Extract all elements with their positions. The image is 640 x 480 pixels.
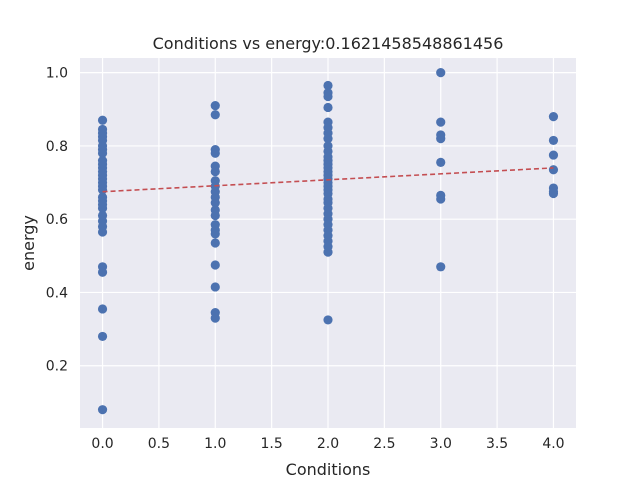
x-tick-label: 2.5: [373, 436, 395, 452]
data-point: [210, 166, 220, 177]
y-tick-label: 0.2: [46, 359, 68, 375]
data-point: [210, 148, 220, 158]
data-point: [436, 68, 446, 78]
y-tick-labels: 0.2 0.4 0.6 0.8 1.0: [46, 66, 68, 375]
data-point: [210, 260, 220, 270]
data-point: [323, 315, 333, 325]
x-tick-label: 0.0: [91, 436, 113, 452]
x-tick-label: 3.5: [486, 436, 508, 452]
y-axis-label: energy: [19, 215, 38, 271]
y-tick-label: 0.8: [46, 139, 68, 155]
x-tick-label: 1.0: [204, 436, 226, 452]
data-point: [210, 110, 220, 120]
data-point: [548, 165, 559, 175]
data-point: [210, 198, 220, 208]
data-point: [97, 148, 108, 158]
data-point: [97, 405, 108, 415]
data-point: [436, 157, 446, 168]
data-point: [548, 150, 559, 160]
data-point: [97, 203, 108, 213]
data-point: [436, 262, 446, 272]
data-point: [210, 238, 220, 248]
x-tick-label: 4.0: [542, 436, 564, 452]
data-point: [323, 91, 333, 102]
data-point: [210, 313, 220, 323]
data-points: [97, 68, 559, 415]
data-point: [97, 227, 108, 237]
data-point: [97, 115, 108, 125]
data-point: [210, 101, 220, 111]
x-tick-labels: 0.0 0.5 1.0 1.5 2.0 2.5 3.0 3.5 4.0: [91, 436, 564, 452]
data-point: [210, 210, 220, 221]
x-tick-label: 1.5: [261, 436, 283, 452]
data-point: [97, 331, 108, 342]
y-tick-label: 0.4: [46, 285, 68, 301]
data-point: [97, 267, 108, 277]
x-tick-label: 2.0: [317, 436, 339, 452]
data-point: [323, 247, 333, 257]
data-point: [323, 80, 333, 91]
data-point: [548, 112, 559, 122]
data-point: [548, 188, 559, 199]
x-tick-label: 3.0: [430, 436, 452, 452]
data-point: [436, 194, 446, 204]
data-point: [323, 102, 333, 113]
data-point: [548, 135, 559, 146]
data-point: [210, 229, 220, 239]
data-point: [436, 133, 446, 144]
data-point: [436, 117, 446, 127]
x-tick-label: 0.5: [148, 436, 170, 452]
trend-line: [102, 167, 554, 193]
data-point: [323, 133, 333, 144]
x-axis-label: Conditions: [286, 460, 371, 479]
data-point: [97, 304, 108, 314]
y-tick-label: 0.6: [46, 212, 68, 228]
data-point: [210, 282, 220, 292]
chart-title: Conditions vs energy:0.1621458548861456: [153, 34, 504, 53]
y-tick-label: 1.0: [46, 66, 68, 82]
